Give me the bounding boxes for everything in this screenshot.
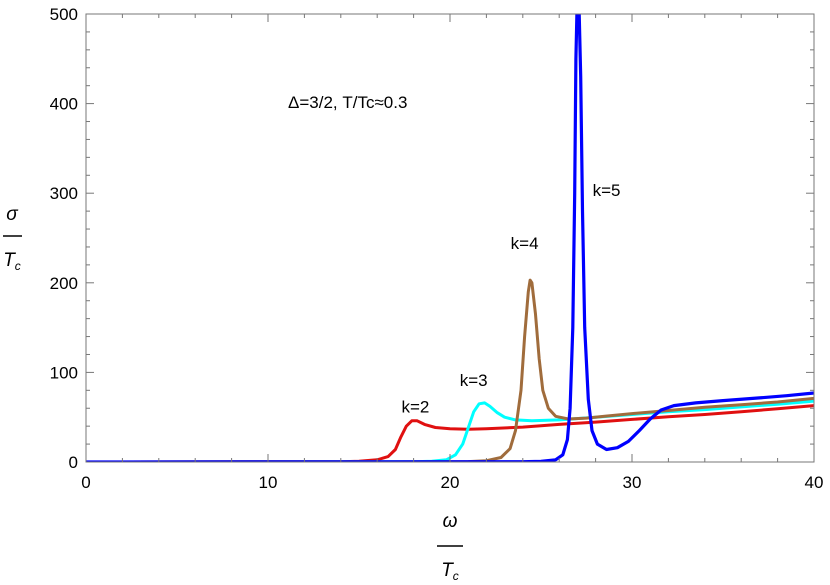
plot-border: [85, 13, 815, 463]
x-tick-label: 20: [441, 473, 460, 492]
y-tick-label: 0: [69, 453, 78, 472]
x-tick-label: 30: [623, 473, 642, 492]
chart-annotation: Δ=3/2, T/Tc≈0.3: [288, 93, 407, 112]
series-line-k2: [86, 404, 814, 462]
series-line-k5: [86, 14, 814, 462]
y-tick-label: 400: [50, 95, 78, 114]
y-label-numerator: σ: [6, 204, 19, 225]
x-tick-label: 0: [81, 473, 90, 492]
x-label-denominator: Tc: [441, 560, 459, 583]
series-label-k4: k=4: [511, 234, 539, 253]
series-label-k5: k=5: [593, 181, 621, 200]
plot-frame: [85, 13, 815, 463]
y-axis-label: σ Tc: [3, 204, 22, 273]
x-label-numerator: ω: [443, 511, 458, 532]
series-labels: k=2 k=3 k=4 k=5: [401, 181, 620, 417]
annotation-text: Δ=3/2, T/Tc≈0.3: [288, 93, 407, 112]
x-tick-label: 40: [805, 473, 824, 492]
series-line-k3: [86, 399, 814, 462]
x-tick-label: 10: [259, 473, 278, 492]
series-layer: [86, 14, 814, 462]
y-label-denominator: Tc: [3, 250, 21, 273]
y-tick-label: 200: [50, 274, 78, 293]
series-label-k3: k=3: [460, 371, 488, 390]
y-tick-label: 500: [50, 5, 78, 24]
series-label-k2: k=2: [401, 398, 429, 417]
y-tick-label: 300: [50, 184, 78, 203]
x-axis-label: ω Tc: [437, 511, 463, 583]
series-line-k4: [86, 278, 814, 462]
y-tick-label: 100: [50, 363, 78, 382]
